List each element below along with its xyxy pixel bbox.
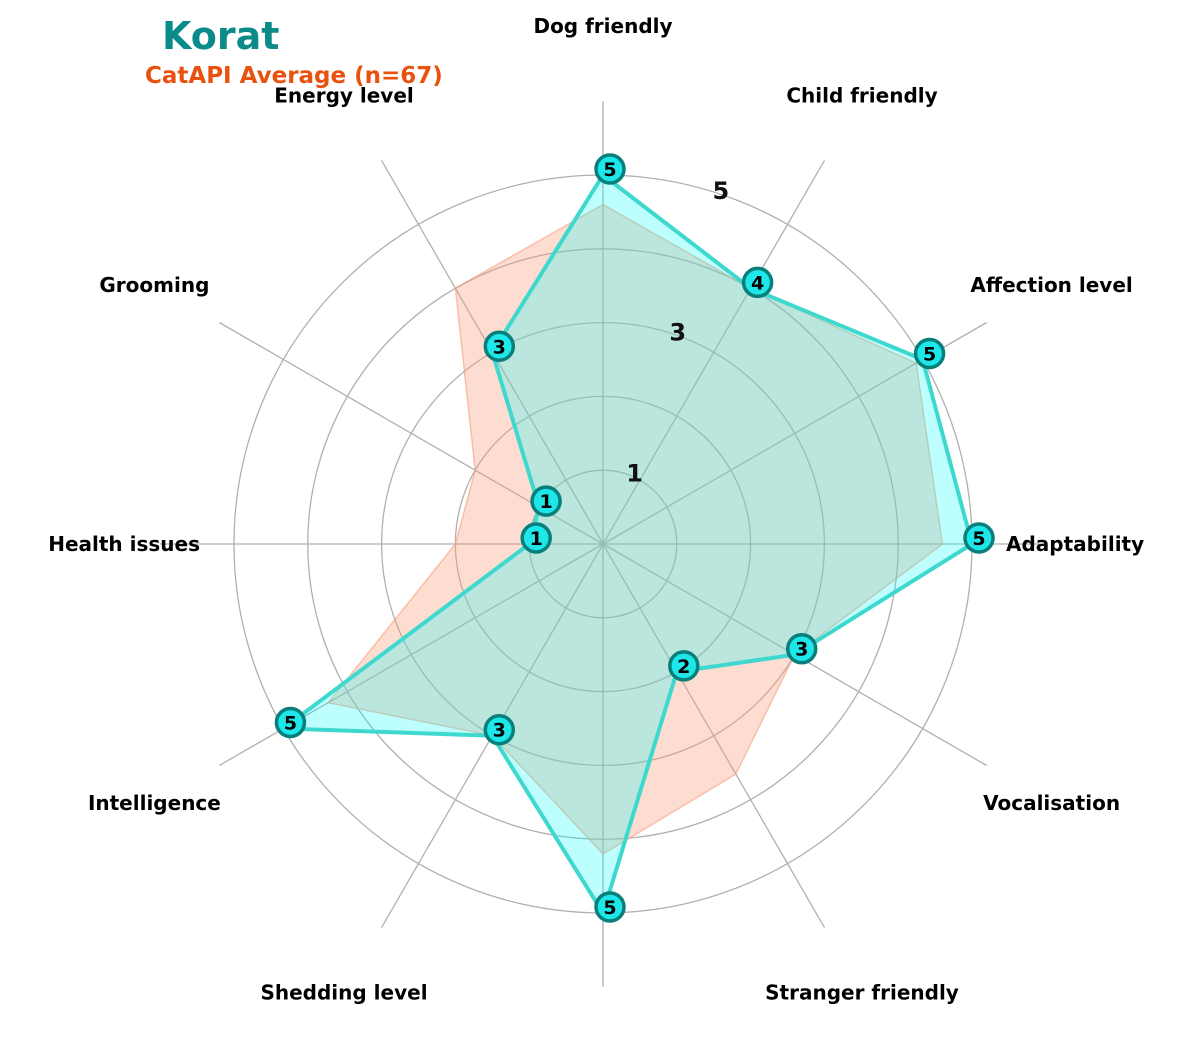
data-point-label: 5: [603, 897, 616, 919]
ring-tick-label: 3: [669, 318, 686, 346]
data-point-marker: [483, 330, 516, 363]
axis-label: Energy level: [274, 83, 414, 107]
data-point-marker: [785, 632, 818, 665]
axis-label: Vocalisation: [983, 791, 1120, 815]
data-point-label: 2: [677, 656, 690, 678]
ring-tick-label: 5: [713, 177, 730, 205]
axis-label: Grooming: [99, 273, 209, 297]
data-point-label: 5: [284, 713, 297, 735]
data-point-marker: [483, 713, 516, 746]
axis-spoke: [602, 543, 826, 928]
data-point-label: 3: [493, 720, 506, 742]
data-point-label: 3: [795, 639, 808, 661]
data-point-label: 3: [493, 336, 506, 358]
data-point-marker: [530, 485, 562, 517]
axis-label: Intelligence: [88, 791, 221, 815]
data-point-marker: [913, 337, 946, 370]
axis-label: Affection level: [970, 273, 1132, 297]
data-point-marker: [963, 522, 995, 554]
chart-subtitle: CatAPI Average (n=67): [145, 63, 443, 89]
data-point-label: 4: [751, 272, 764, 294]
axis-label: Shedding level: [260, 981, 427, 1005]
data-point-label: 5: [603, 159, 616, 181]
axis-label: Dog friendly: [533, 14, 672, 38]
data-point-label: 5: [923, 344, 936, 366]
data-point-marker: [520, 522, 552, 554]
data-point-label: 1: [539, 491, 552, 513]
data-point-marker: [668, 650, 700, 682]
axis-label: Child friendly: [786, 83, 937, 107]
data-point-marker: [741, 266, 774, 299]
axis-label: Stranger friendly: [765, 981, 959, 1005]
ring-tick-label: 1: [626, 459, 643, 487]
data-point-label: 1: [530, 528, 543, 550]
chart-title: Korat: [162, 14, 280, 58]
data-point-marker: [274, 706, 307, 739]
axis-label: Adaptability: [1006, 532, 1144, 556]
axis-label: Health issues: [48, 532, 200, 556]
data-point-marker: [594, 891, 626, 923]
data-point-marker: [594, 153, 626, 185]
data-point-label: 5: [972, 528, 985, 550]
axis-spoke: [602, 160, 826, 545]
